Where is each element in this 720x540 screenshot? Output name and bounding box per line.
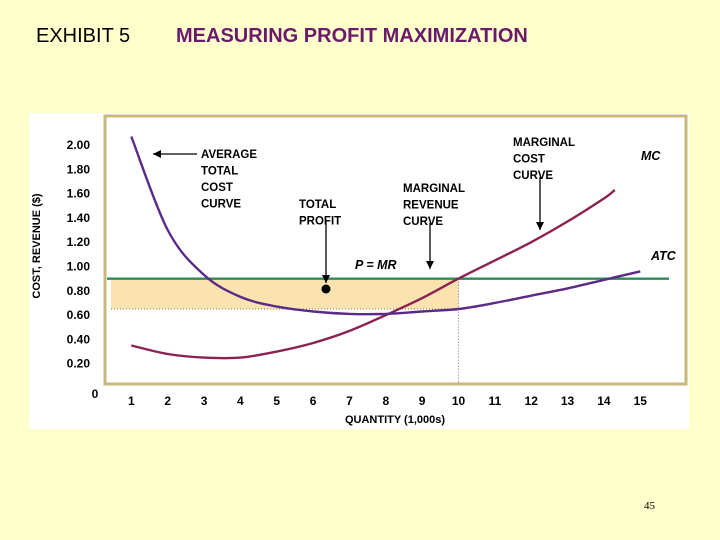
mc-arrow-head xyxy=(536,222,544,230)
x-axis-label: QUANTITY (1,000s) xyxy=(345,414,445,426)
atc-arrow-head xyxy=(153,150,161,158)
price-tag: P = MR xyxy=(355,258,397,272)
x-tick-label: 1 xyxy=(128,394,135,408)
slide-title: MEASURING PROFIT MAXIMIZATION xyxy=(176,25,528,47)
x-tick-label: 6 xyxy=(310,394,317,408)
x-tick-label: 9 xyxy=(419,394,426,408)
page-number: 45 xyxy=(644,500,655,512)
y-tick-label: 0.20 xyxy=(67,357,91,371)
profit-arrow xyxy=(322,221,330,283)
x-tick-label: 12 xyxy=(525,394,539,408)
x-tick-label: 7 xyxy=(346,394,353,408)
x-tick-label: 2 xyxy=(164,394,171,408)
tick-labels-layer: 0.20 0.40 0.60 0.80 1.00 1.20 1.40 1.60 1.80 2.00… xyxy=(67,138,648,408)
mr-arrow xyxy=(426,223,434,269)
y-tick-label: 1.80 xyxy=(67,162,91,176)
x-tick-label: 8 xyxy=(382,394,389,408)
plot-frame xyxy=(103,114,688,386)
series-layer xyxy=(107,136,669,360)
y-axis-label: COST, REVENUE ($) xyxy=(31,193,43,298)
profit-maximization-chart: 0.20 0.40 0.60 0.80 1.00 1.20 1.40 1.60 1.80 2.00… xyxy=(29,113,689,429)
atc-tag: ATC xyxy=(650,249,677,263)
x-tick-label: 11 xyxy=(489,394,502,408)
y-tick-label: 2.00 xyxy=(67,138,91,152)
atc-arrow xyxy=(153,150,197,158)
mc-tag: MC xyxy=(641,149,661,163)
mr-arrow-head xyxy=(426,261,434,269)
x-tick-label: 14 xyxy=(597,394,611,408)
atc-curve xyxy=(130,136,641,316)
atc-annotation: AVERAGE TOTAL COST CURVE xyxy=(201,149,257,211)
mc-annotation: MARGINAL COST CURVE xyxy=(513,137,575,182)
y-tick-label: 0.60 xyxy=(67,308,91,322)
total-profit-annotation: TOTAL PROFIT xyxy=(299,199,341,228)
x-tick-label: 13 xyxy=(561,394,575,408)
y-tick-label: 1.00 xyxy=(67,260,91,274)
x-tick-label: 15 xyxy=(634,394,648,408)
profit-arrow-head xyxy=(322,275,330,283)
profit-area-layer xyxy=(111,278,459,310)
mr-annotation: MARGINAL REVENUE CURVE xyxy=(403,183,465,228)
guide-lines-layer xyxy=(111,278,459,384)
x-tick-label: 4 xyxy=(237,394,244,408)
y-tick-label: 1.20 xyxy=(67,235,91,249)
y-tick-label: 1.40 xyxy=(67,211,91,225)
exhibit-label: EXHIBIT 5 xyxy=(36,25,131,47)
mc-arrow xyxy=(536,177,544,230)
x-tick-label: 0 xyxy=(92,387,99,401)
y-tick-label: 0.80 xyxy=(67,284,91,298)
x-tick-label: 10 xyxy=(452,394,466,408)
annotations-layer: AVERAGE TOTAL COST CURVE TOTAL PROFIT MARGINAL… xyxy=(153,137,677,294)
chart-svg: 0.20 0.40 0.60 0.80 1.00 1.20 1.40 1.60 1.80 2.00… xyxy=(29,113,689,429)
x-tick-label: 3 xyxy=(201,394,208,408)
y-tick-label: 1.60 xyxy=(67,187,91,201)
y-tick-label: 0.40 xyxy=(67,332,91,346)
x-tick-label: 5 xyxy=(273,394,280,408)
total-profit-area xyxy=(111,278,459,310)
profit-marker-dot xyxy=(321,284,331,294)
